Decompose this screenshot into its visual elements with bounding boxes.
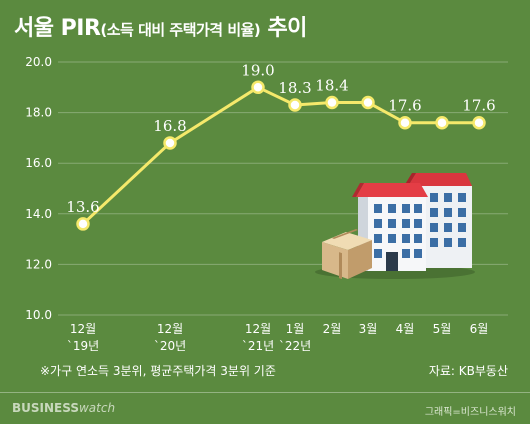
data-markers xyxy=(76,80,486,231)
title-main: 서울 PIR xyxy=(14,16,101,41)
x-tick-label: 1월 xyxy=(286,322,305,336)
data-point xyxy=(361,95,375,110)
buildings-illustration xyxy=(315,173,475,280)
data-label: 16.8 xyxy=(153,117,186,135)
title-suffix: 추이 xyxy=(260,16,307,41)
data-point xyxy=(288,98,302,112)
x-tick-label: 3월 xyxy=(359,322,378,336)
source-text: 자료: KB부동산 xyxy=(428,364,508,378)
data-point xyxy=(435,115,449,130)
data-point xyxy=(251,80,265,95)
data-label: 19.0 xyxy=(241,61,274,79)
line-chart: 10.012.014.016.018.020.0 12월`19년12월`20년1… xyxy=(25,55,508,353)
footnote: ※가구 연소득 3분위, 평균주택가격 3분위 기준 xyxy=(40,364,276,378)
y-tick-label: 12.0 xyxy=(25,257,52,271)
x-tick-label: 5월 xyxy=(433,322,452,336)
data-point xyxy=(325,95,339,110)
y-tick-label: 18.0 xyxy=(25,106,52,120)
data-point xyxy=(472,115,486,130)
publisher-logo: BUSINESSwatch xyxy=(12,401,115,415)
data-label: 17.6 xyxy=(462,97,495,115)
y-tick-label: 16.0 xyxy=(25,156,52,170)
title-parenthetical: (소득 대비 주택가격 비율) xyxy=(100,21,261,39)
x-tick-year-label: `19년 xyxy=(67,339,99,353)
y-axis-ticks: 10.0 12.0 14.0 16.0 18.0 20.0 xyxy=(25,55,52,322)
x-axis-ticks: 12월 `19년 12월 `20년 12월 `21년 1월 `22년 2월 3월 4월 5월 6월 xyxy=(67,322,489,353)
x-tick-year-label: `21년 xyxy=(242,339,274,353)
data-point xyxy=(398,115,412,130)
chart-title: 서울 PIR(소득 대비 주택가격 비율) 추이 xyxy=(14,10,307,42)
x-tick-label: 2월 xyxy=(323,322,342,336)
logo-strong: BUSINESS xyxy=(12,401,79,415)
y-tick-label: 14.0 xyxy=(25,207,52,221)
x-tick-year-label: `20년 xyxy=(154,339,186,353)
x-tick-label: 12월 xyxy=(157,322,183,336)
data-point xyxy=(76,217,90,231)
data-point xyxy=(163,136,177,150)
x-tick-label: 6월 xyxy=(470,322,489,336)
data-label: 17.6 xyxy=(388,97,421,115)
x-tick-label: 12월 xyxy=(245,322,271,336)
y-tick-label: 10.0 xyxy=(25,308,52,322)
graphic-credit: 그래픽=비즈니스워치 xyxy=(424,407,516,418)
y-tick-label: 20.0 xyxy=(25,55,52,69)
data-label: 18.4 xyxy=(315,76,348,94)
x-tick-label: 12월 xyxy=(70,322,96,336)
data-labels: 13.6 16.8 19.018.3 18.4 17.6 17.6 xyxy=(66,61,495,216)
x-tick-label: 4월 xyxy=(396,322,415,336)
footer-bar: BUSINESSwatch 그래픽=비즈니스워치 xyxy=(0,392,530,424)
data-label: 13.6 xyxy=(66,198,99,216)
gridlines xyxy=(58,61,508,316)
logo-light: watch xyxy=(78,401,116,415)
data-label: 18.3 xyxy=(278,79,311,97)
x-tick-year-label: `22년 xyxy=(279,339,311,353)
